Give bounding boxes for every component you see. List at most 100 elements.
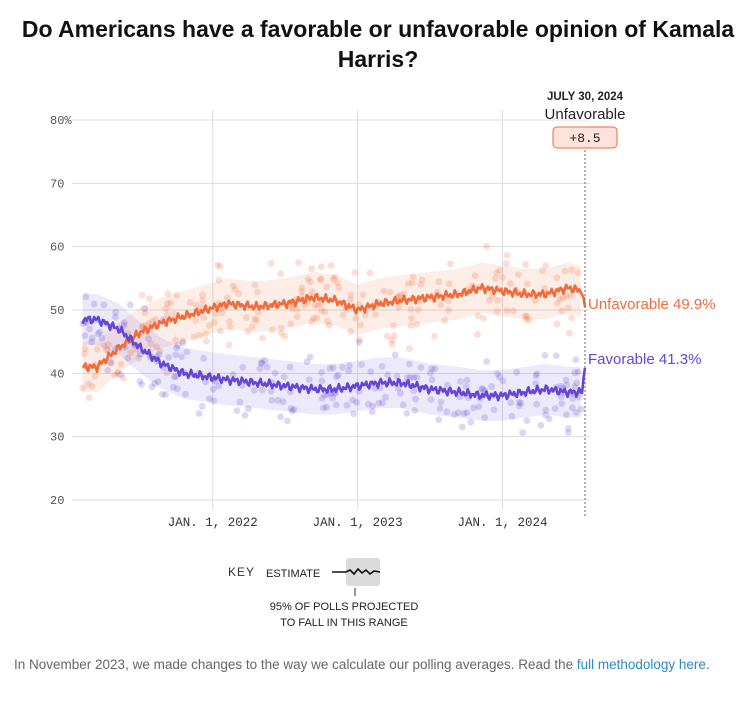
unfavorable-poll-dot bbox=[561, 267, 569, 275]
unfavorable-poll-dot bbox=[553, 300, 561, 307]
unfavorable-poll-dot bbox=[135, 354, 143, 362]
unfavorable-poll-dot bbox=[244, 328, 252, 335]
favorable-poll-dot bbox=[195, 410, 203, 417]
unfavorable-poll-dot bbox=[441, 317, 448, 324]
favorable-poll-dot bbox=[333, 373, 340, 381]
unfavorable-poll-dot bbox=[445, 306, 452, 314]
key-range-label: TO FALL IN THIS RANGE bbox=[280, 617, 408, 629]
unfavorable-poll-dot bbox=[214, 261, 222, 269]
favorable-poll-dot bbox=[393, 372, 401, 380]
favorable-poll-dot bbox=[179, 339, 187, 347]
unfavorable-poll-dot bbox=[486, 296, 493, 304]
methodology-link[interactable]: full methodology here bbox=[576, 657, 706, 672]
favorable-poll-dot bbox=[537, 421, 545, 429]
favorable-poll-dot bbox=[258, 386, 266, 394]
unfavorable-poll-dot bbox=[323, 283, 331, 291]
favorable-poll-dot bbox=[202, 378, 209, 386]
unfavorable-poll-dot bbox=[339, 311, 347, 319]
favorable-poll-dot bbox=[318, 369, 325, 376]
favorable-poll-dot bbox=[573, 379, 580, 387]
unfavorable-poll-dot bbox=[277, 270, 284, 277]
footnote: In November 2023, we made changes to the… bbox=[14, 657, 710, 672]
unfavorable-poll-dot bbox=[216, 263, 224, 270]
unfavorable-poll-dot bbox=[390, 332, 398, 340]
favorable-poll-dot bbox=[158, 390, 166, 398]
favorable-poll-dot bbox=[306, 353, 314, 361]
favorable-poll-dot bbox=[277, 413, 284, 421]
unfavorable-poll-dot bbox=[190, 333, 198, 341]
unfavorable-poll-dot bbox=[226, 323, 234, 331]
unfavorable-poll-dot bbox=[372, 311, 379, 318]
unfavorable-poll-dot bbox=[235, 290, 243, 298]
key-estimate-label: ESTIMATE bbox=[266, 568, 320, 580]
favorable-poll-dot bbox=[162, 391, 169, 399]
key-estimate-swatch bbox=[332, 567, 381, 576]
unfavorable-poll-dot bbox=[313, 314, 321, 322]
favorable-poll-dot bbox=[564, 429, 572, 436]
favorable-poll-dot bbox=[178, 353, 186, 360]
favorable-poll-dot bbox=[557, 382, 565, 390]
favorable-poll-dot bbox=[413, 374, 421, 381]
unfavorable-poll-dot bbox=[242, 314, 250, 321]
unfavorable-poll-dot bbox=[102, 346, 110, 354]
unfavorable-end-label: Unfavorable 49.9% bbox=[588, 296, 716, 313]
favorable-poll-dot bbox=[206, 395, 213, 402]
favorable-poll-dot bbox=[318, 395, 326, 402]
unfavorable-poll-dot bbox=[100, 342, 108, 350]
unfavorable-poll-dot bbox=[314, 301, 322, 309]
favorable-poll-dot bbox=[287, 405, 295, 412]
favorable-poll-dot bbox=[136, 378, 144, 385]
unfavorable-poll-dot bbox=[215, 277, 223, 284]
unfavorable-poll-dot bbox=[288, 305, 296, 312]
favorable-poll-dot bbox=[117, 371, 124, 378]
favorable-poll-dot bbox=[346, 362, 353, 369]
favorable-poll-dot bbox=[533, 400, 541, 408]
favorable-poll-dot bbox=[481, 414, 489, 421]
favorable-poll-dot bbox=[198, 402, 206, 410]
unfavorable-poll-dot bbox=[366, 269, 374, 277]
annotation-badge bbox=[552, 126, 618, 149]
favorable-poll-dot bbox=[145, 335, 152, 343]
y-tick-label: 70 bbox=[50, 177, 64, 191]
favorable-poll-dot bbox=[523, 417, 531, 424]
annotation-label: Unfavorable bbox=[545, 106, 626, 123]
favorable-poll-dot bbox=[280, 373, 288, 381]
chart-title: Do Americans have a favorable or unfavor… bbox=[21, 16, 735, 72]
unfavorable-poll-dot bbox=[388, 336, 396, 344]
favorable-poll-dot bbox=[467, 418, 475, 426]
unfavorable-poll-dot bbox=[310, 315, 318, 322]
favorable-poll-dot bbox=[120, 319, 128, 327]
favorable-end-label: Favorable 41.3% bbox=[588, 351, 701, 368]
unfavorable-poll-dot bbox=[172, 336, 180, 344]
unfavorable-poll-dot bbox=[200, 314, 208, 322]
unfavorable-poll-dot bbox=[324, 317, 331, 325]
unfavorable-poll-dot bbox=[114, 368, 122, 376]
unfavorable-estimate-line bbox=[81, 283, 587, 373]
unfavorable-poll-dot bbox=[574, 269, 582, 276]
unfavorable-poll-dot bbox=[199, 297, 207, 305]
y-tick-label: 50 bbox=[50, 304, 64, 318]
unfavorable-poll-dot bbox=[162, 305, 170, 312]
favorable-poll-dot bbox=[577, 405, 585, 413]
favorable-poll-dot bbox=[345, 367, 353, 375]
favorable-poll-dot bbox=[444, 381, 451, 389]
favorable-poll-dot bbox=[82, 293, 90, 301]
unfavorable-poll-dot bbox=[147, 340, 155, 348]
unfavorable-poll-dot bbox=[498, 273, 506, 281]
favorable-poll-dot bbox=[241, 412, 249, 419]
favorable-poll-dot bbox=[112, 308, 119, 316]
favorable-poll-dot bbox=[174, 341, 182, 349]
favorable-poll-dot bbox=[335, 371, 342, 379]
favorable-poll-dot bbox=[499, 377, 507, 385]
favorable-poll-dot bbox=[169, 383, 177, 391]
unfavorable-poll-dot bbox=[218, 309, 226, 316]
unfavorable-poll-dot bbox=[325, 322, 333, 329]
favorable-poll-dot bbox=[437, 398, 445, 406]
unfavorable-poll-dot bbox=[80, 350, 88, 358]
unfavorable-poll-dot bbox=[357, 321, 364, 329]
favorable-poll-dot bbox=[367, 368, 375, 376]
favorable-poll-dot bbox=[358, 361, 365, 368]
unfavorable-poll-dot bbox=[538, 267, 546, 275]
unfavorable-poll-dot bbox=[559, 294, 567, 301]
unfavorable-poll-dot bbox=[231, 285, 239, 293]
